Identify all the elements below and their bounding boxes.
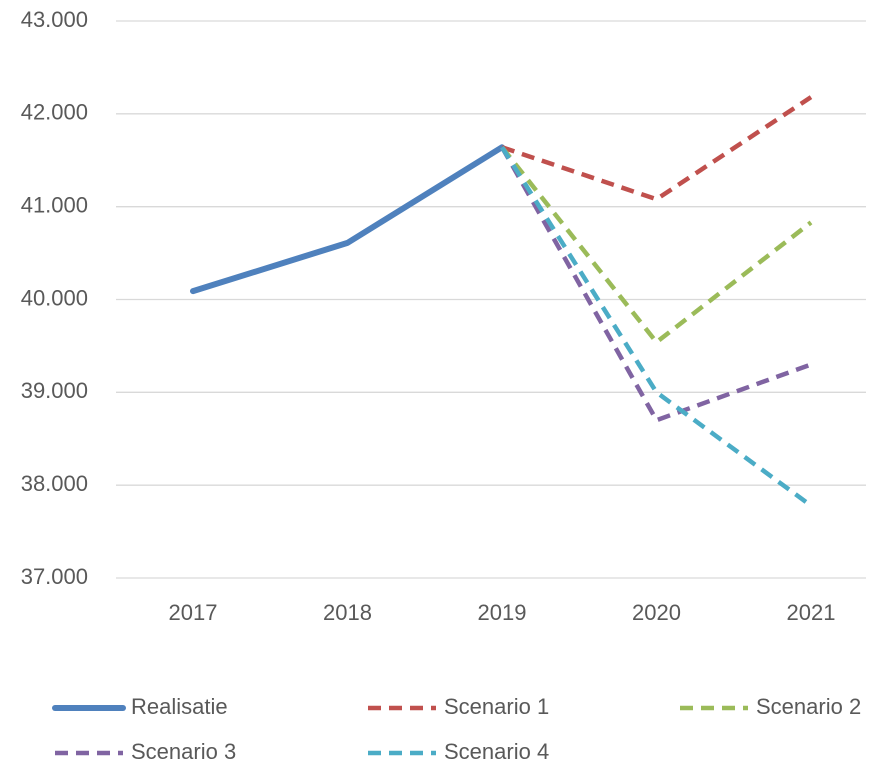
series-line — [500, 145, 813, 345]
legend-label: Realisatie — [131, 694, 228, 719]
y-tick-label: 39.000 — [21, 378, 88, 403]
y-tick-label: 41.000 — [21, 192, 88, 217]
series-line — [500, 146, 813, 508]
y-tick-label: 38.000 — [21, 471, 88, 496]
x-tick-label: 2017 — [169, 600, 218, 625]
y-tick-label: 40.000 — [21, 285, 88, 310]
legend-label: Scenario 4 — [444, 739, 549, 764]
x-tick-label: 2020 — [632, 600, 681, 625]
series-line — [501, 95, 813, 202]
y-tick-label: 43.000 — [21, 7, 88, 32]
series-line — [500, 146, 812, 423]
x-tick-label: 2018 — [323, 600, 372, 625]
x-tick-label: 2019 — [478, 600, 527, 625]
y-tick-label: 37.000 — [21, 564, 88, 589]
y-tick-label: 42.000 — [21, 100, 88, 125]
x-tick-label: 2021 — [787, 600, 836, 625]
legend-label: Scenario 1 — [444, 694, 549, 719]
series-line — [190, 144, 505, 295]
legend-label: Scenario 2 — [756, 694, 861, 719]
legend-label: Scenario 3 — [131, 739, 236, 764]
